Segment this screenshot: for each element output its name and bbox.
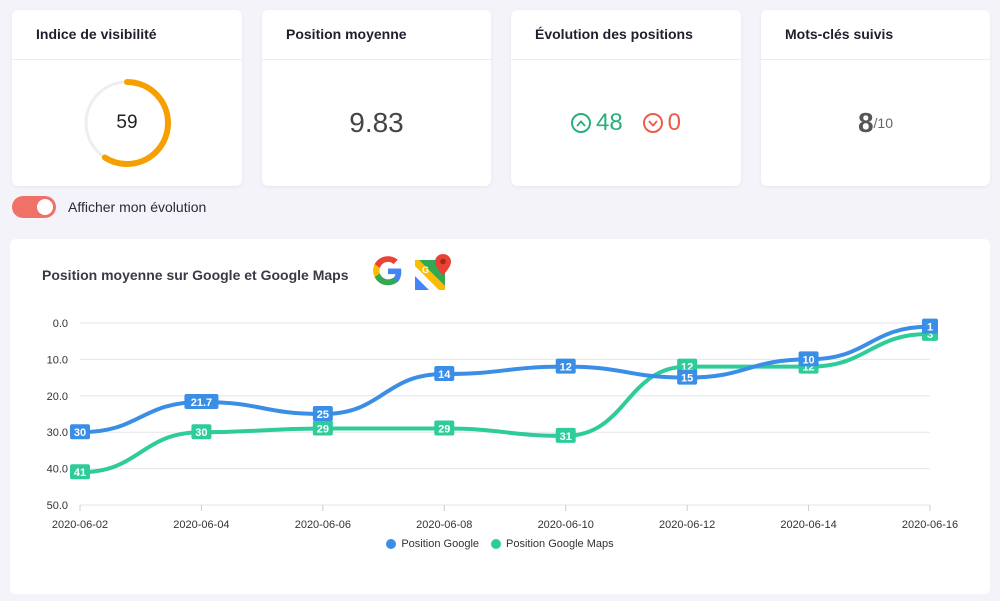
- data-label-maps: 41: [74, 467, 86, 479]
- google-logo: [373, 256, 402, 286]
- data-label-google: 1: [927, 322, 933, 334]
- evolution-card: Évolution des positions 48 0: [511, 10, 741, 186]
- data-point-google: [922, 318, 938, 334]
- chart-panel: 0.0 10.0 20.0 30.0 40.0 50.0 2020-06-02 2020-06…: [10, 239, 990, 594]
- data-label-google: 14: [438, 369, 451, 381]
- data-label-maps: 29: [438, 424, 450, 436]
- visibility-title: Indice de visibilité: [12, 10, 242, 60]
- evolution-up-value: 48: [595, 109, 623, 136]
- data-point-maps: [312, 420, 333, 436]
- data-point-maps: [434, 420, 455, 436]
- google-maps-logo: G: [415, 254, 451, 290]
- data-label-google: 15: [681, 373, 693, 385]
- x-tick-label: 2020-06-08: [416, 519, 472, 531]
- chart-legend: Position Google Position Google Maps: [10, 538, 990, 550]
- y-tick-label: 50.0: [47, 500, 68, 512]
- data-point-google: [798, 351, 819, 367]
- data-label-google: 30: [74, 427, 86, 439]
- data-point-google: [70, 424, 90, 440]
- x-tick-label: 2020-06-02: [52, 519, 108, 531]
- data-point-maps: [191, 424, 212, 440]
- data-point-maps: [70, 464, 90, 480]
- legend-dot-maps: [491, 539, 502, 549]
- x-tick-label: 2020-06-12: [659, 519, 715, 531]
- legend-item-maps[interactable]: Position Google Maps: [491, 538, 614, 550]
- y-tick-label: 0.0: [53, 318, 68, 330]
- y-tick-label: 10.0: [47, 354, 68, 366]
- x-tick-label: 2020-06-14: [780, 519, 836, 531]
- arrow-up-circle-icon: [570, 113, 591, 133]
- evolution-toggle[interactable]: [12, 196, 56, 218]
- keywords-card: Mots-clés suivis 8 /10: [761, 10, 990, 186]
- x-tick-label: 2020-06-10: [538, 519, 594, 531]
- data-label-google: 21.7: [191, 397, 212, 409]
- data-label-maps: 29: [317, 424, 329, 436]
- x-tick-label: 2020-06-16: [902, 519, 958, 531]
- y-tick-label: 40.0: [47, 464, 68, 476]
- visibility-gauge: 59: [81, 77, 173, 169]
- x-tick-label: 2020-06-06: [295, 519, 351, 531]
- position-chart: 0.0 10.0 20.0 30.0 40.0 50.0 2020-06-02 2020-06…: [47, 318, 959, 531]
- keywords-value: 8: [857, 107, 874, 138]
- data-label-google: 10: [802, 354, 814, 366]
- data-label-maps: 31: [560, 431, 572, 443]
- svg-text:G: G: [422, 265, 429, 275]
- data-label-maps: 3: [927, 329, 933, 341]
- data-point-google: [184, 393, 219, 409]
- chart-title: Position moyenne sur Google et Google Ma…: [42, 267, 349, 283]
- evolution-toggle-label: Afficher mon évolution: [68, 199, 207, 215]
- data-point-google: [555, 358, 576, 374]
- evolution-down: 0: [642, 109, 682, 137]
- avg-position-card: Position moyenne 9.83: [262, 10, 491, 186]
- data-point-google: [677, 369, 698, 385]
- toggle-knob: [37, 199, 53, 215]
- legend-label-google: Position Google: [401, 538, 480, 550]
- series-line-google: [78, 324, 932, 435]
- series-line-maps: [78, 331, 932, 475]
- evolution-down-value: 0: [667, 109, 682, 136]
- avg-position-value: 9.83: [349, 107, 404, 138]
- keywords-title: Mots-clés suivis: [761, 10, 990, 60]
- data-point-maps: [555, 427, 576, 443]
- y-tick-label: 20.0: [47, 391, 68, 403]
- x-tick-label: 2020-06-04: [173, 519, 229, 531]
- visibility-card: Indice de visibilité 59: [12, 10, 242, 186]
- evolution-up: 48: [570, 109, 623, 137]
- visibility-value: 59: [116, 112, 138, 133]
- legend-item-google[interactable]: Position Google: [386, 538, 479, 550]
- data-label-google: 12: [560, 362, 572, 374]
- data-point-google: [312, 406, 333, 421]
- data-label-maps: 30: [195, 427, 207, 439]
- keywords-total: /10: [873, 115, 894, 131]
- avg-position-title: Position moyenne: [262, 10, 491, 60]
- legend-dot-google: [386, 539, 397, 549]
- data-point-google: [434, 365, 455, 381]
- evolution-title: Évolution des positions: [511, 10, 741, 60]
- data-label-google: 25: [317, 409, 329, 421]
- legend-label-maps: Position Google Maps: [506, 538, 614, 550]
- evolution-toggle-row: Afficher mon évolution: [12, 196, 206, 218]
- arrow-down-circle-icon: [642, 113, 663, 133]
- y-tick-label: 30.0: [47, 427, 68, 439]
